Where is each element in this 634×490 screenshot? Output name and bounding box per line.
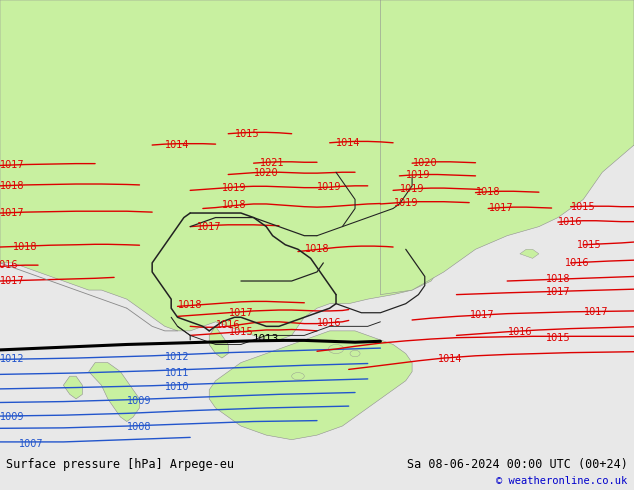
Text: 1019: 1019 [400, 184, 424, 195]
Text: 1018: 1018 [223, 200, 247, 210]
Text: 1016: 1016 [318, 318, 342, 328]
Text: 1018: 1018 [305, 245, 329, 254]
Text: 1019: 1019 [223, 183, 247, 193]
Text: 1017: 1017 [470, 310, 494, 320]
Text: 1017: 1017 [1, 208, 25, 218]
Text: 1014: 1014 [438, 354, 462, 365]
Text: 1016: 1016 [0, 260, 18, 270]
Text: 1017: 1017 [197, 221, 221, 232]
Text: 1014: 1014 [165, 140, 190, 150]
Text: 1021: 1021 [261, 158, 285, 168]
Text: 1020: 1020 [254, 168, 278, 178]
Text: 1009: 1009 [127, 396, 152, 406]
Text: 1017: 1017 [1, 276, 25, 286]
Text: 1018: 1018 [13, 242, 37, 252]
Polygon shape [328, 344, 344, 353]
Text: 1017: 1017 [584, 307, 608, 317]
Text: 1015: 1015 [578, 240, 602, 250]
Polygon shape [209, 326, 228, 358]
Text: 1019: 1019 [394, 197, 418, 208]
Text: 1008: 1008 [127, 422, 152, 432]
Text: © weatheronline.co.uk: © weatheronline.co.uk [496, 476, 628, 486]
Text: 1011: 1011 [165, 368, 190, 378]
Text: 1016: 1016 [565, 258, 589, 269]
Polygon shape [89, 363, 139, 421]
Polygon shape [63, 376, 82, 399]
Text: 1017: 1017 [489, 203, 513, 213]
Text: 1018: 1018 [546, 274, 570, 284]
Text: 1018: 1018 [476, 187, 500, 197]
Text: 1017: 1017 [229, 308, 253, 318]
Text: 1017: 1017 [546, 287, 570, 297]
Text: 1017: 1017 [1, 160, 25, 171]
Text: 1018: 1018 [178, 299, 202, 310]
Polygon shape [380, 0, 634, 294]
Text: 1019: 1019 [318, 182, 342, 192]
Text: 1010: 1010 [165, 382, 190, 392]
Text: 1016: 1016 [508, 327, 532, 337]
Polygon shape [292, 372, 304, 380]
Text: 1012: 1012 [1, 354, 25, 365]
Text: 1019: 1019 [406, 171, 430, 180]
Text: 1007: 1007 [20, 439, 44, 449]
Text: 1015: 1015 [571, 202, 595, 212]
Polygon shape [520, 249, 539, 258]
Polygon shape [350, 350, 360, 357]
Text: 1015: 1015 [229, 327, 253, 337]
Polygon shape [209, 331, 412, 440]
Text: 1016: 1016 [559, 217, 583, 227]
Text: 1016: 1016 [216, 319, 240, 330]
Text: Surface pressure [hPa] Arpege-eu: Surface pressure [hPa] Arpege-eu [6, 458, 235, 471]
Text: 1018: 1018 [1, 181, 25, 191]
Text: 1009: 1009 [1, 413, 25, 422]
Polygon shape [0, 0, 634, 340]
Text: 1015: 1015 [546, 333, 570, 343]
Text: Sa 08-06-2024 00:00 UTC (00+24): Sa 08-06-2024 00:00 UTC (00+24) [407, 458, 628, 471]
Text: 1012: 1012 [165, 352, 190, 362]
Text: 1013: 1013 [253, 334, 280, 344]
Text: 1014: 1014 [337, 138, 361, 148]
Text: 1020: 1020 [413, 158, 437, 168]
Text: 1015: 1015 [235, 129, 259, 139]
